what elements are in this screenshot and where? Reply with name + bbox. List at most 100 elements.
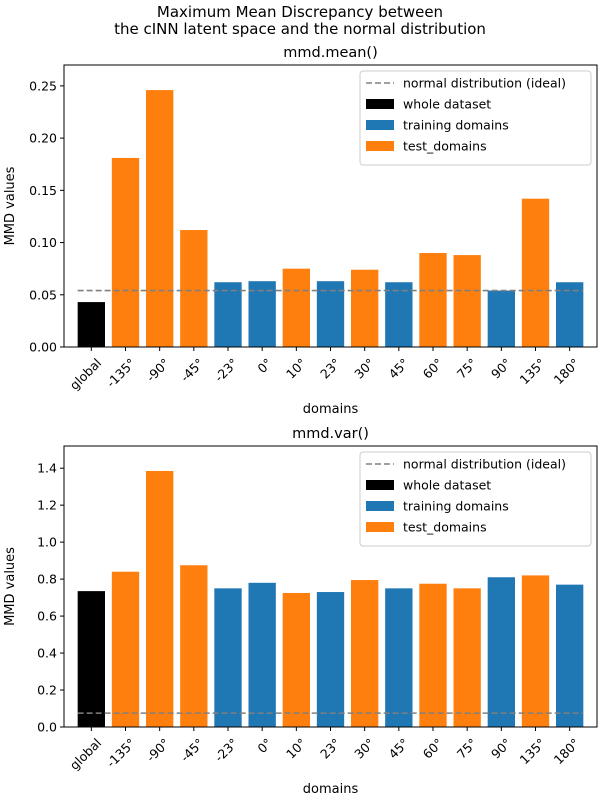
bar-13 — [521, 198, 550, 347]
legend-swatch-train — [366, 120, 394, 130]
x-axis-label: domains — [303, 782, 359, 797]
bar-7 — [316, 281, 345, 347]
x-tick-label: -135° — [103, 355, 138, 390]
x-tick-label: 30° — [351, 355, 377, 381]
x-tick-label: 180° — [551, 355, 583, 387]
legend-label-train: training domains — [403, 499, 509, 514]
legend-box — [359, 70, 592, 166]
legend-swatch-whole — [366, 99, 394, 109]
bar-1 — [111, 571, 140, 727]
x-tick-label: -45° — [177, 735, 206, 764]
x-tick-label: global — [67, 735, 105, 773]
x-tick-label: global — [67, 355, 105, 393]
y-axis-label: MMD values — [3, 166, 18, 245]
bar-12 — [487, 290, 515, 347]
x-tick-label: 45° — [385, 355, 411, 381]
suptitle-line-2: the cINN latent space and the normal dis… — [114, 20, 486, 38]
chart-title: mmd.var() — [292, 426, 369, 442]
bar-6 — [282, 268, 310, 347]
x-axis-label: domains — [303, 402, 359, 417]
bar-2 — [146, 90, 174, 348]
bar-13 — [521, 575, 550, 727]
legend-swatch-test — [366, 522, 394, 532]
y-tick-label: 0.05 — [29, 287, 57, 302]
y-axis-label: MMD values — [3, 547, 18, 626]
chart-title: mmd.mean() — [283, 45, 378, 61]
bar-12 — [487, 577, 515, 727]
y-tick-label: 0.15 — [29, 183, 57, 198]
y-tick-label: 0.8 — [37, 572, 57, 587]
x-tick-label: 60° — [420, 355, 446, 381]
bar-3 — [180, 230, 208, 347]
legend: normal distribution (ideal) whole dataset… — [359, 70, 592, 166]
mean-chart-panel: mmd.mean() 0.00 0.05 0.10 0.15 0.20 0.25 global… — [3, 45, 598, 417]
y-tick-label: 0.4 — [37, 646, 57, 661]
x-tick-label: 60° — [420, 735, 446, 761]
bar-7 — [316, 592, 345, 727]
x-tick-label: 45° — [385, 735, 411, 761]
x-tick-label: 135° — [517, 355, 549, 387]
legend-label-test: test_domains — [403, 520, 487, 535]
bar-14 — [556, 282, 584, 347]
y-tick-label: 0.6 — [37, 609, 57, 624]
x-tick-label: 90° — [488, 355, 514, 381]
bar-8 — [351, 269, 379, 347]
legend-label-train: training domains — [403, 118, 509, 133]
legend-box — [359, 451, 592, 547]
x-tick-label: -23° — [211, 735, 240, 764]
legend-label-test: test_domains — [403, 139, 487, 154]
y-tick-label: 0.25 — [29, 78, 57, 93]
bar-0 — [77, 591, 105, 727]
y-tick-label: 1.4 — [37, 461, 57, 476]
bar-8 — [351, 580, 379, 727]
bar-4 — [214, 282, 242, 347]
legend-swatch-train — [366, 501, 394, 511]
x-tick-label: 0° — [254, 355, 275, 376]
bar-14 — [556, 584, 584, 727]
y-tick-label: 0.2 — [37, 683, 57, 698]
bar-3 — [180, 565, 208, 727]
x-tick-label: 0° — [254, 735, 275, 756]
bar-2 — [146, 470, 174, 727]
bar-11 — [453, 588, 481, 727]
bar-9 — [385, 282, 413, 347]
x-tick-label: -135° — [103, 735, 138, 770]
y-tick-label: 0.10 — [29, 235, 57, 250]
bar-5 — [248, 582, 276, 727]
legend-swatch-whole — [366, 480, 394, 490]
bar-10 — [419, 583, 447, 727]
legend-label-ideal: normal distribution (ideal) — [403, 457, 566, 472]
y-tick-label: 1.2 — [37, 498, 57, 513]
y-tick-label: 1.0 — [37, 535, 57, 550]
x-tick-label: -90° — [143, 735, 172, 764]
x-tick-label: 23° — [317, 355, 343, 381]
legend-label-whole: whole dataset — [403, 97, 491, 112]
y-tick-label: 0.0 — [37, 720, 57, 735]
x-tick-label: 10° — [283, 735, 309, 761]
legend: normal distribution (ideal) whole dataset… — [359, 451, 592, 547]
bar-4 — [214, 588, 242, 727]
x-tick-label: 180° — [551, 735, 583, 767]
x-tick-label: 23° — [317, 735, 343, 761]
suptitle-line-1: Maximum Mean Discrepancy between — [157, 3, 443, 21]
bar-1 — [111, 157, 140, 347]
bar-5 — [248, 281, 276, 347]
bar-11 — [453, 255, 481, 347]
legend-label-whole: whole dataset — [403, 478, 491, 493]
x-tick-label: -45° — [177, 355, 206, 384]
x-tick-label: 135° — [517, 735, 549, 767]
bar-0 — [77, 302, 105, 347]
x-tick-label: 75° — [454, 735, 480, 761]
bar-9 — [385, 588, 413, 727]
legend-swatch-test — [366, 141, 394, 151]
x-tick-label: 75° — [454, 355, 480, 381]
x-tick-label: -23° — [211, 355, 240, 384]
legend-label-ideal: normal distribution (ideal) — [403, 76, 566, 91]
x-tick-label: -90° — [143, 355, 172, 384]
x-tick-label: 30° — [351, 735, 377, 761]
bar-10 — [419, 253, 447, 347]
y-tick-label: 0.00 — [29, 340, 57, 355]
y-tick-label: 0.20 — [29, 131, 57, 146]
